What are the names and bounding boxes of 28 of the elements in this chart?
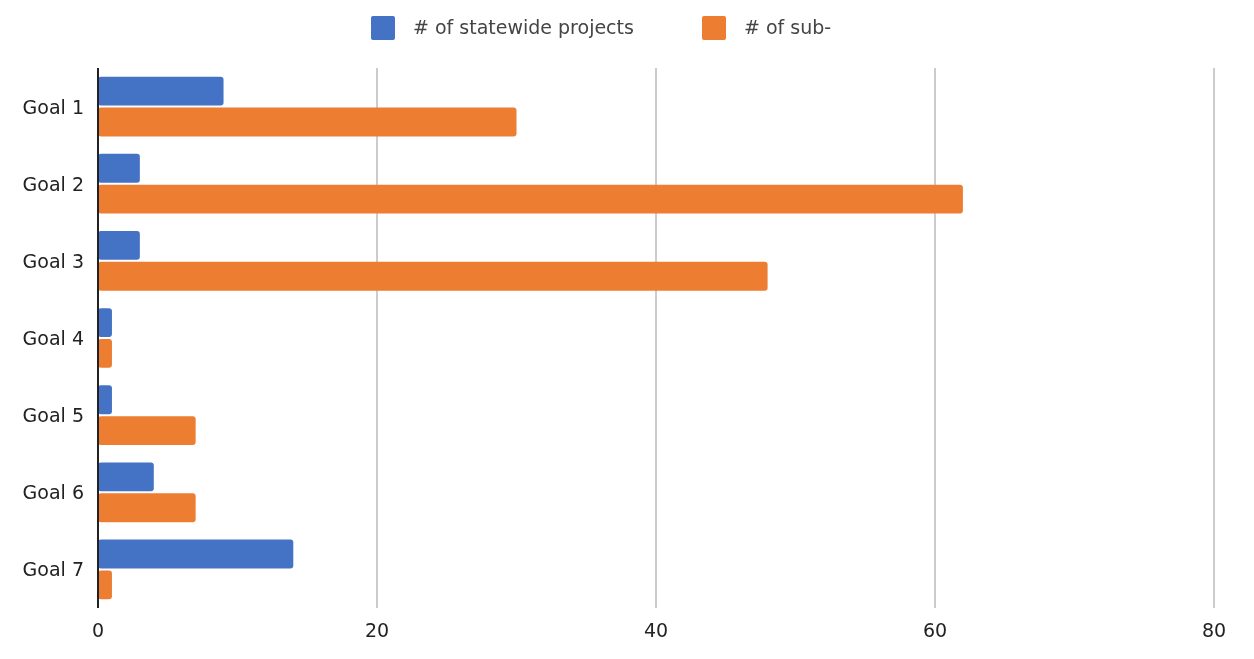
y-tick-label: Goal 5: [22, 404, 84, 427]
y-tick-label: Goal 4: [22, 327, 84, 349]
x-tick-label: 0: [91, 619, 105, 641]
y-tick-label: Goal 1: [22, 95, 84, 118]
bar: [98, 153, 140, 183]
x-tick-label: 80: [1201, 619, 1227, 641]
y-tick-label: Goal 7: [22, 558, 84, 581]
bar: [98, 76, 224, 106]
legend-label: # of sub-: [744, 16, 832, 38]
bar: [98, 261, 768, 291]
bar: [98, 462, 154, 492]
bar: [98, 416, 196, 445]
y-tick-label: Goal 2: [22, 172, 84, 195]
bar: [98, 231, 140, 260]
legend-label: # of statewide projects: [413, 16, 634, 38]
bar: [98, 570, 112, 600]
bar: [98, 539, 294, 569]
x-tick-label: 20: [364, 619, 390, 641]
y-tick-label: Goal 3: [22, 249, 84, 272]
y-tick-label: Goal 6: [22, 481, 84, 504]
bar: [98, 308, 112, 337]
bar: [98, 493, 196, 523]
bar: [98, 107, 517, 137]
bar: [98, 184, 963, 214]
bar: [98, 339, 112, 368]
x-tick-label: 40: [643, 619, 669, 641]
x-tick-label: 60: [922, 619, 948, 641]
bar: [98, 385, 112, 415]
